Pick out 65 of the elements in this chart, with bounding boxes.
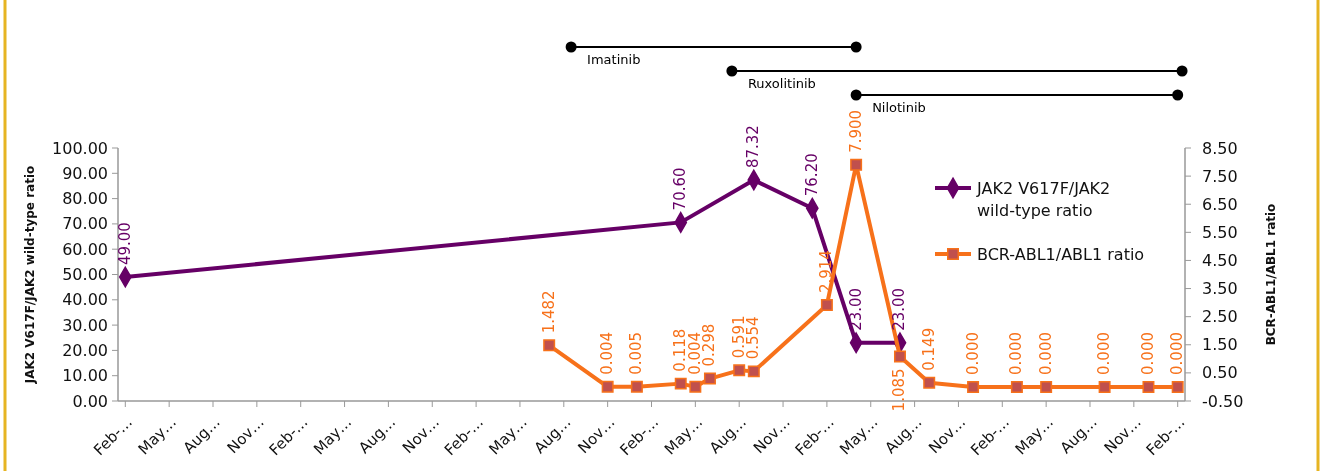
y-tick-label: 60.00: [62, 239, 108, 259]
data-label: 0.000: [1168, 331, 1187, 375]
point: [1010, 380, 1023, 393]
data-label: 23.00: [890, 287, 909, 331]
y2-tick-label: 8.50: [1202, 138, 1238, 158]
y-tick-label: 90.00: [62, 163, 108, 183]
data-label: 87.32: [744, 125, 763, 169]
y2-axis-title: BCR-ABL1/ABL1 ratio: [1264, 203, 1278, 346]
data-label: 1.085: [890, 368, 909, 412]
data-label: 0.004: [598, 331, 617, 375]
point: [733, 364, 746, 377]
data-label: 0.000: [963, 331, 982, 375]
point: [1142, 380, 1155, 393]
data-label: 49.00: [115, 222, 134, 266]
y2-tick-label: 5.50: [1202, 222, 1238, 242]
y2-tick-label: 4.50: [1202, 250, 1238, 270]
point: [1171, 380, 1184, 393]
point: [601, 380, 614, 393]
y-tick-label: 50.00: [62, 265, 108, 284]
point: [1098, 380, 1111, 393]
y-axis-title: JAK2 V617F/JAK2 wild-type ratio: [23, 165, 37, 385]
y2-tick-label: 7.50: [1202, 166, 1238, 186]
data-label: 70.60: [671, 167, 690, 211]
legend-label: BCR-ABL1/ABL1 ratio: [977, 244, 1145, 264]
point: [689, 380, 702, 393]
point: [850, 158, 863, 171]
y-tick-label: 30.00: [62, 315, 108, 335]
point: [923, 376, 936, 389]
point: [1040, 380, 1053, 393]
point: [820, 299, 833, 312]
text: Imatinib: [587, 52, 641, 67]
y2-tick-label: -0.50: [1202, 391, 1244, 411]
data-label: 0.000: [1095, 331, 1114, 375]
data-label: 76.20: [802, 153, 821, 197]
y2-tick-label: 0.50: [1202, 363, 1238, 383]
data-label: 7.900: [846, 109, 865, 153]
y-tick-label: 20.00: [62, 340, 108, 360]
text: Nilotinib: [872, 100, 926, 115]
data-label: 0.149: [919, 327, 938, 371]
text: Ruxolitinib: [747, 76, 816, 91]
y-tick-label: 40.00: [62, 290, 108, 310]
point: [703, 372, 716, 385]
y2-tick-label: 6.50: [1202, 194, 1238, 214]
y2-tick-label: 3.50: [1202, 279, 1238, 299]
y-tick-label: 70.00: [62, 214, 108, 234]
y-tick-label: 80.00: [62, 189, 108, 209]
data-label: 0.298: [700, 323, 719, 367]
point: [630, 380, 643, 393]
point: [674, 377, 687, 390]
data-label: 0.554: [744, 316, 763, 360]
data-label: 0.000: [1007, 331, 1026, 375]
y2-tick-label: 1.50: [1202, 335, 1238, 355]
point: [967, 380, 980, 393]
legend-label: JAK2 V617F/JAK2 wild-type ratio: [976, 178, 1111, 220]
point: [543, 339, 556, 352]
data-label: 1.482: [539, 290, 558, 334]
data-label: 0.005: [627, 331, 646, 375]
data-label: 0.000: [1138, 331, 1157, 375]
data-label: 0.000: [1036, 331, 1055, 375]
point: [747, 365, 760, 378]
y2-tick-label: 2.50: [1202, 307, 1238, 327]
y-tick-label: 0.00: [72, 391, 108, 411]
y-tick-label: 100.00: [52, 138, 108, 158]
y-tick-label: 10.00: [62, 366, 108, 386]
point: [893, 350, 906, 363]
